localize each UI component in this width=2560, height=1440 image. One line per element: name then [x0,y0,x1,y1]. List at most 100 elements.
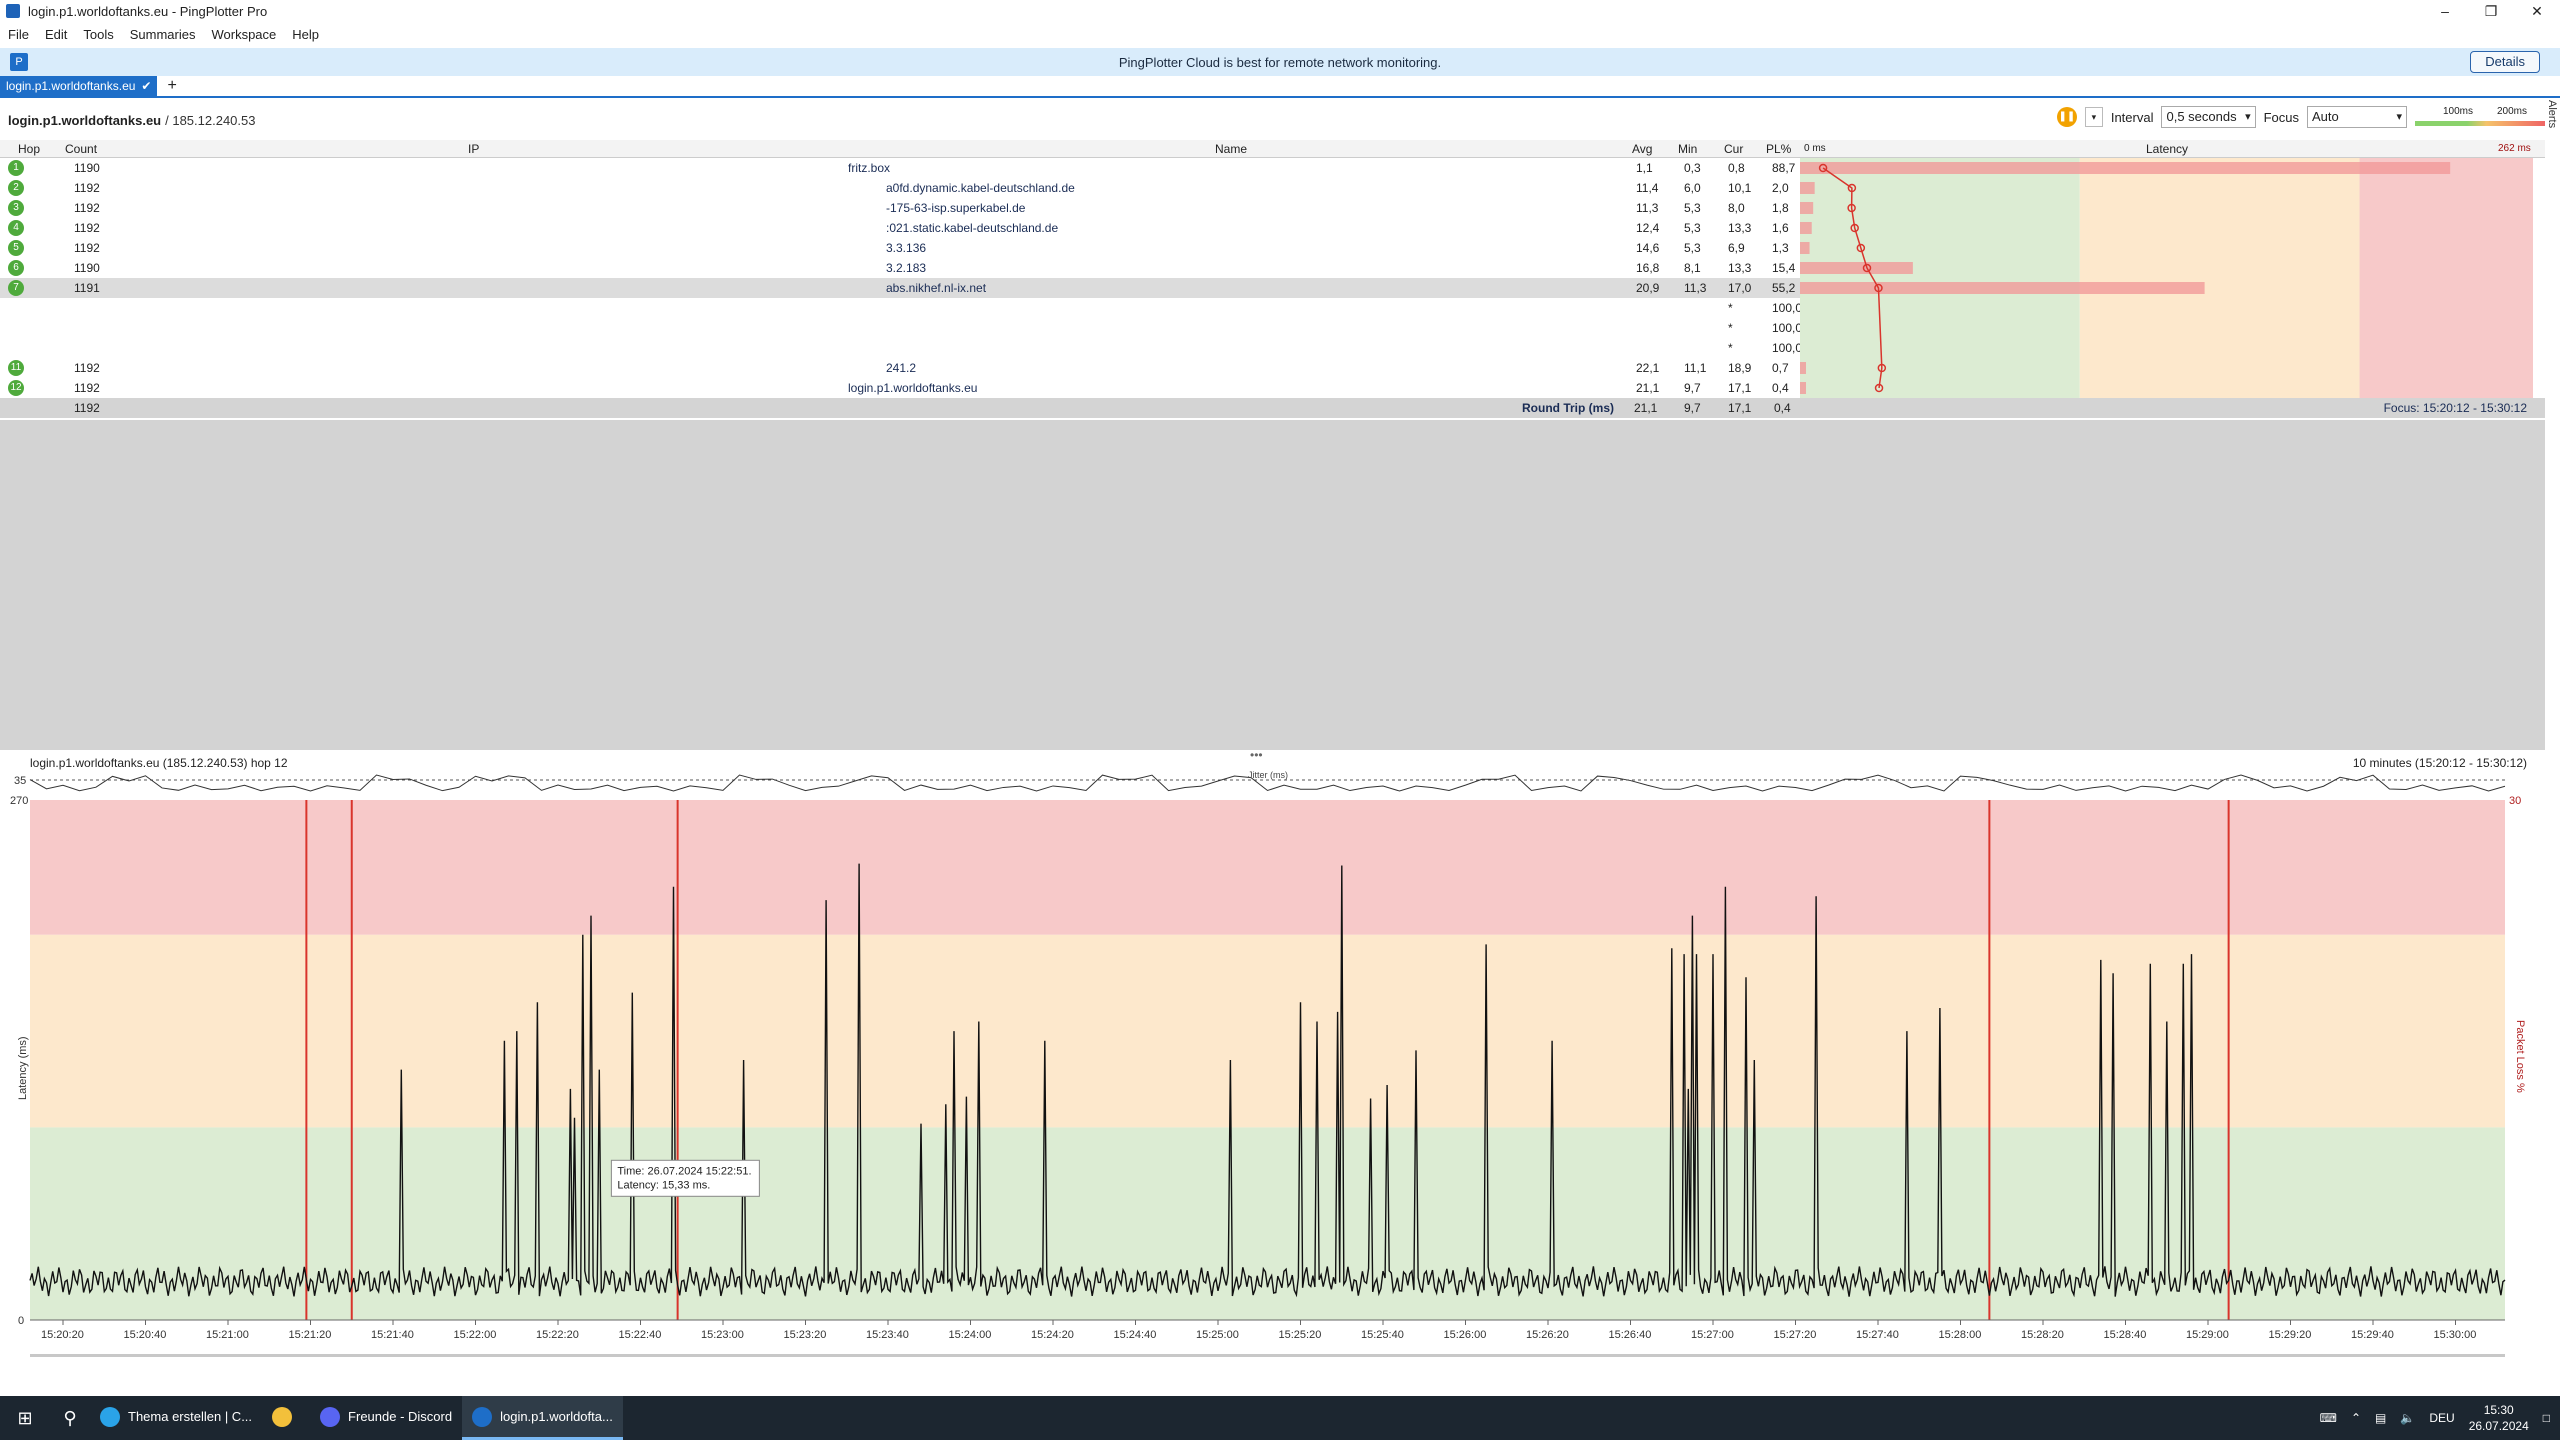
chevron-down-icon[interactable]: ▾ [2084,107,2103,127]
menu-summaries[interactable]: Summaries [129,26,196,42]
details-button[interactable]: Details [2470,51,2540,73]
col-latency[interactable]: Latency [2146,142,2189,156]
x-tick-label: 15:20:20 [41,1329,84,1341]
cell-pl: 100,0 [1772,301,1803,315]
latency-end-label: 262 ms [2498,143,2531,154]
table-row[interactable]: * 100,0 [0,318,1802,338]
jitter-max-label: 35 [14,775,26,787]
col-pl[interactable]: PL% [1766,142,1792,156]
windows-start-icon[interactable]: ⊞ [17,1407,33,1428]
pause-icon[interactable]: ❚❚ [2056,107,2077,127]
cell-cur: * [1728,321,1733,335]
scale-gradient [2415,121,2545,126]
table-row[interactable]: 12 1192 login.p1.worldoftanks.eu 21,1 9,7 17,… [0,378,1800,398]
network-icon[interactable]: ▤ [2375,1411,2387,1425]
language-indicator[interactable]: DEU [2429,1411,2455,1425]
table-row[interactable]: * 100,0 [0,298,1803,318]
notifications-icon[interactable]: □ [2542,1411,2550,1425]
cell-pl: 1,6 [1772,221,1789,235]
table-row[interactable]: 11 1192 241.2 22,1 11,1 18,9 0,7 [0,358,1800,378]
x-tick-label: 15:29:20 [2269,1329,2312,1341]
table-row[interactable]: 3 1192 -175-63-isp.superkabel.de 11,3 5,3 8,0… [0,198,1800,218]
minimize-icon[interactable]: – [2441,3,2449,19]
table-row[interactable]: 1 1190 fritz.box 1,1 0,3 0,8 88,7 [0,158,1800,178]
hop-badge: 7 [8,280,24,296]
table-row[interactable]: 6 1190 3.2.183 16,8 8,1 13,3 15,4 [0,258,1800,278]
cell-count: 1192 [74,181,100,195]
x-tick-label: 15:29:00 [2186,1329,2229,1341]
taskbar-app[interactable]: login.p1.worldofta... [462,1396,623,1440]
menu-help[interactable]: Help [292,26,320,42]
col-name[interactable]: Name [1215,142,1248,156]
taskbar-app[interactable]: Thema erstellen | C... [90,1396,262,1440]
cell-min: 8,1 [1684,261,1701,275]
table-row[interactable]: 4 1192:021.static.kabel-deutschland.de 12,… [0,218,1800,238]
col-hop[interactable]: Hop [18,142,41,156]
menu-workspace[interactable]: Workspace [211,26,277,42]
taskbar-app[interactable]: Freunde - Discord [310,1396,462,1440]
close-icon[interactable]: ✕ [2531,3,2543,19]
clock-time: 15:30 [2483,1403,2514,1417]
cell-cur: 17,1 [1728,381,1752,395]
clock[interactable]: 15:30 26.07.2024 [2469,1402,2529,1434]
cell-avg: 12,4 [1636,221,1660,235]
focus-select[interactable]: Auto [2307,106,2407,128]
hover-tooltip [610,1159,760,1197]
keyboard-icon[interactable]: ⌨ [2319,1411,2337,1425]
menu-tools[interactable]: Tools [83,26,114,42]
volume-icon[interactable]: 🔈 [2400,1411,2416,1425]
cell-name: :021.static.kabel-deutschland.de [886,221,1059,235]
summary-pl: 0,4 [1774,401,1791,415]
scale-200-label: 200ms [2497,106,2528,117]
restore-icon[interactable]: ❐ [2484,3,2498,19]
taskbar-app[interactable] [262,1396,310,1440]
target-host: login.p1.worldoftanks.eu [8,112,162,128]
tab-target[interactable]: login.p1.worldoftanks.eu ✔ [0,76,158,96]
table-row[interactable]: * 100,0 [0,338,1802,358]
cell-pl: 0,4 [1772,381,1789,395]
chevron-up-icon[interactable]: ⌃ [2350,1411,2362,1425]
menu-file[interactable]: File [8,26,29,42]
hop-latency-point [1856,243,1866,253]
summary-count: 1192 [74,401,100,415]
splitter-handle[interactable]: ••• [1250,748,1263,762]
table-row[interactable]: 5 1192 3.3.136 14,6 5,3 6,9 1,3 [0,238,1800,258]
hop-latency-point [1818,163,1828,173]
cell-min: 9,7 [1684,381,1701,395]
cell-min: 5,3 [1684,201,1701,215]
col-min[interactable]: Min [1678,142,1698,156]
search-icon[interactable]: ⚲ [63,1407,77,1428]
x-tick-label: 15:28:20 [2021,1329,2064,1341]
summary-avg: 21,1 [1634,401,1658,415]
right-axis-top: 30 [2509,795,2521,807]
col-avg[interactable]: Avg [1632,142,1653,156]
table-row[interactable]: 2 1192 a0fd.dynamic.kabel-deutschland.de 11… [0,178,1800,198]
cell-count: 1190 [74,261,100,275]
cell-cur: * [1728,301,1733,315]
cell-avg: 16,8 [1636,261,1660,275]
add-tab-icon[interactable]: + [167,77,177,94]
col-ip[interactable]: IP [468,142,480,156]
table-row[interactable]: 7 1191 abs.nikhef.nl-ix.net 20,9 11,3 17,0 55,… [0,278,1800,298]
x-tick-label: 15:27:00 [1691,1329,1734,1341]
cell-cur: 13,3 [1728,221,1752,235]
x-tick-label: 15:26:00 [1444,1329,1487,1341]
graph-range[interactable]: 10 minutes (15:20:12 - 15:30:12) [2352,756,2527,770]
x-tick-label: 15:23:20 [784,1329,827,1341]
cell-name: 3.3.136 [886,241,927,255]
latency-timeline-chart[interactable]: 35 Jitter (ms) 270 0 Latency (ms) 30 Packet Lo… [0,770,2545,1386]
target-tab-bar: login.p1.worldoftanks.eu ✔ + [0,76,2560,98]
col-count[interactable]: Count [65,142,98,156]
summary-label: Round Trip (ms) [1522,401,1614,415]
col-cur[interactable]: Cur [1724,142,1744,156]
cell-pl: 1,8 [1772,201,1789,215]
pingplotter-logo-icon: P [10,53,28,71]
latency-series-line[interactable] [29,863,2506,1298]
menu-edit[interactable]: Edit [44,26,68,42]
table-header: Hop Count IP Name Avg Min Cur PL% Latenc… [0,140,2545,158]
interval-select[interactable]: 0,5 seconds [2161,106,2256,128]
alerts-side-tab[interactable]: Alerts [2546,100,2558,129]
x-tick-label: 15:29:40 [2351,1329,2394,1341]
x-tick-label: 15:21:40 [371,1329,414,1341]
clock-date: 26.07.2024 [2468,1419,2529,1433]
